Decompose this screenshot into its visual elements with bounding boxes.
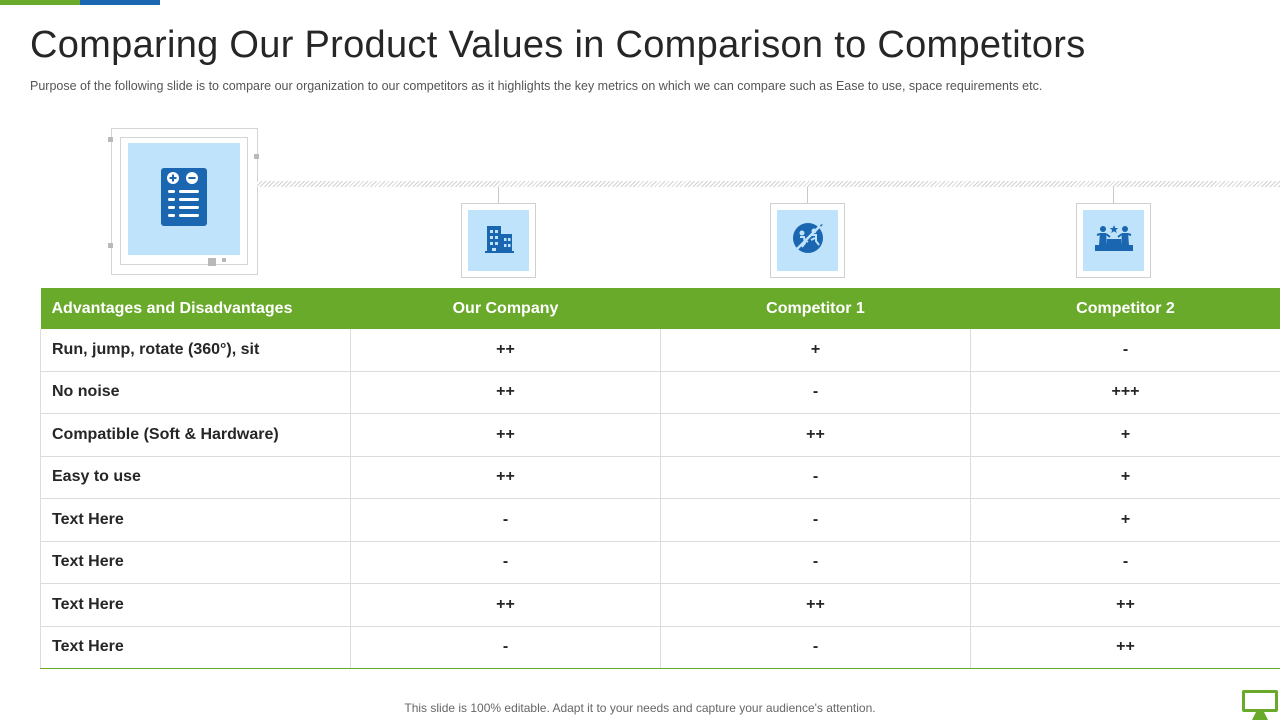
column-icon-tile [777,210,838,271]
calculator-icon [160,167,208,232]
cell-competitor-1: - [661,499,971,542]
row-label: Text Here [41,499,351,542]
column-icon-frame-our-company [461,203,536,278]
cell-competitor-1: - [661,541,971,584]
row-label: Text Here [41,584,351,627]
slide-subtitle: Purpose of the following slide is to com… [30,79,1042,93]
podium-competitors-icon [1093,223,1135,258]
row-label: Easy to use [41,456,351,499]
cell-our-company: ++ [351,329,661,371]
connector-line [257,181,1280,187]
connector-drop [498,187,499,204]
table-row: Compatible (Soft & Hardware) ++ ++ + [41,414,1280,457]
row-label: Compatible (Soft & Hardware) [41,414,351,457]
cell-our-company: - [351,626,661,669]
row-label: No noise [41,371,351,414]
connector-drop [1113,187,1114,204]
slide-title: Comparing Our Product Values in Comparis… [30,24,1086,67]
row-label: Run, jump, rotate (360°), sit [41,329,351,371]
table-header-row: Advantages and Disadvantages Our Company… [41,288,1280,329]
cell-competitor-1: - [661,371,971,414]
comparison-table: Advantages and Disadvantages Our Company… [40,288,1280,669]
column-icon-tile [468,210,529,271]
connector-drop [807,187,808,204]
cell-competitor-2: ++ [971,584,1280,627]
table-row: Text Here ++ ++ ++ [41,584,1280,627]
running-figures-icon [790,220,826,261]
cell-competitor-1: + [661,329,971,371]
row-label: Text Here [41,541,351,584]
cell-competitor-2: ++ [971,626,1280,669]
accent-bar-blue [80,0,160,5]
accent-bar-green [0,0,80,5]
cell-our-company: - [351,541,661,584]
cell-competitor-2: + [971,456,1280,499]
building-icon [483,222,515,259]
column-icon-frame-competitor-1 [770,203,845,278]
table-row: No noise ++ - +++ [41,371,1280,414]
selection-handle [254,154,259,159]
cell-competitor-1: - [661,456,971,499]
table-row: Easy to use ++ - + [41,456,1280,499]
selection-handle [208,258,216,266]
footer-note: This slide is 100% editable. Adapt it to… [0,701,1280,715]
cell-our-company: ++ [351,371,661,414]
table-row: Text Here - - ++ [41,626,1280,669]
cell-competitor-2: - [971,541,1280,584]
cell-competitor-2: +++ [971,371,1280,414]
cell-competitor-2: - [971,329,1280,371]
table-row: Text Here - - + [41,499,1280,542]
selection-handle [222,258,226,262]
header-competitor-2: Competitor 2 [971,288,1280,329]
cell-competitor-1: ++ [661,414,971,457]
main-icon-tile [128,143,240,255]
cell-our-company: ++ [351,584,661,627]
cell-our-company: - [351,499,661,542]
header-our-company: Our Company [351,288,661,329]
header-competitor-1: Competitor 1 [661,288,971,329]
table-row: Run, jump, rotate (360°), sit ++ + - [41,329,1280,371]
selection-handle [108,137,113,142]
cell-competitor-1: ++ [661,584,971,627]
cell-our-company: ++ [351,414,661,457]
row-label: Text Here [41,626,351,669]
selection-handle [108,243,113,248]
column-icon-tile [1083,210,1144,271]
column-icon-frame-competitor-2 [1076,203,1151,278]
cell-competitor-2: + [971,499,1280,542]
cell-competitor-2: + [971,414,1280,457]
cell-our-company: ++ [351,456,661,499]
header-criteria: Advantages and Disadvantages [41,288,351,329]
cell-competitor-1: - [661,626,971,669]
table-row: Text Here - - - [41,541,1280,584]
